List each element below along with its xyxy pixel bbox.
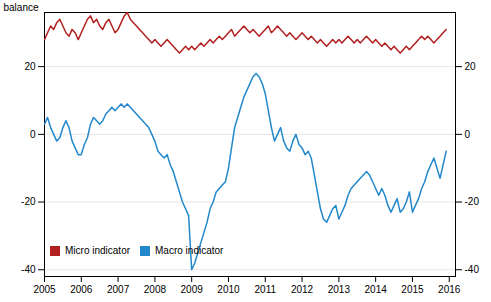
svg-text:2012: 2012 — [291, 284, 314, 295]
svg-text:-20: -20 — [465, 196, 480, 207]
svg-text:2015: 2015 — [401, 284, 424, 295]
svg-text:0: 0 — [30, 129, 36, 140]
svg-text:-20: -20 — [21, 196, 36, 207]
svg-text:2016: 2016 — [438, 284, 461, 295]
svg-text:2014: 2014 — [365, 284, 388, 295]
svg-text:-40: -40 — [21, 264, 36, 275]
svg-text:2013: 2013 — [328, 284, 351, 295]
svg-text:0: 0 — [465, 129, 471, 140]
svg-text:2005: 2005 — [33, 284, 56, 295]
html-text:Macro indicator: Macro indicator — [155, 245, 224, 256]
svg-text:2011: 2011 — [255, 284, 277, 295]
svg-text:20: 20 — [465, 61, 477, 72]
svg-text:2008: 2008 — [144, 284, 167, 295]
svg-text:2006: 2006 — [70, 284, 93, 295]
svg-text:2010: 2010 — [217, 284, 240, 295]
svg-text:20: 20 — [24, 61, 36, 72]
html-text:Micro indicator: Micro indicator — [65, 245, 130, 256]
svg-text:2009: 2009 — [181, 284, 204, 295]
svg-text:balance: balance — [4, 2, 39, 13]
svg-text:2007: 2007 — [107, 284, 130, 295]
svg-text:-40: -40 — [465, 264, 480, 275]
